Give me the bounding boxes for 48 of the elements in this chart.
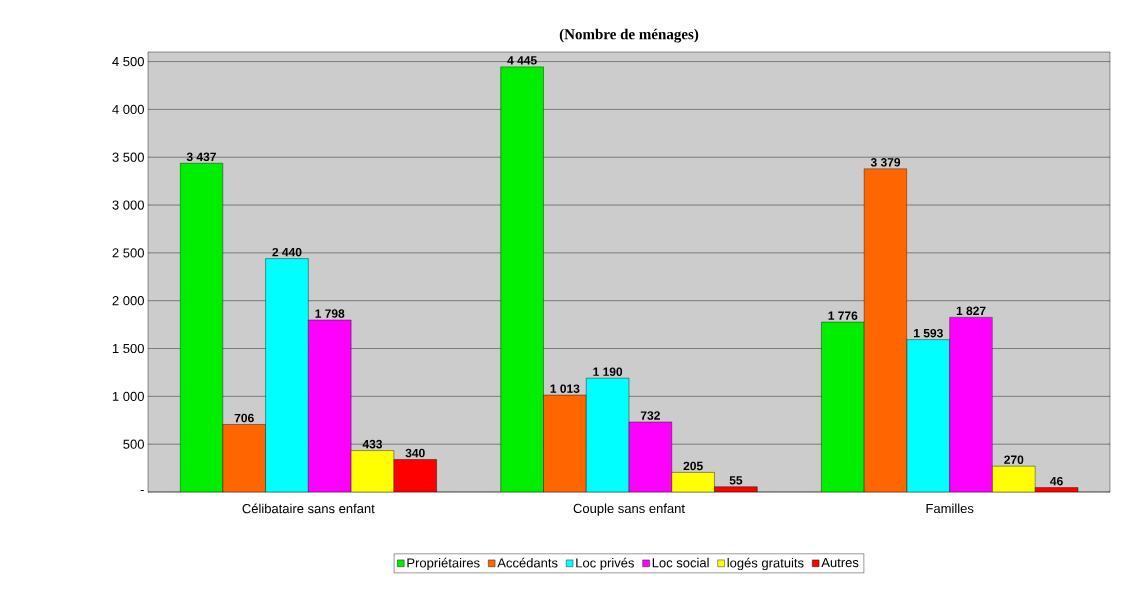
legend-label: Loc privés bbox=[576, 557, 634, 571]
legend-label: Loc social bbox=[652, 557, 709, 568]
y-tick-label: 1 000 bbox=[112, 391, 144, 401]
data-label: 3 437 bbox=[186, 152, 216, 162]
legend-label: logés gratuits bbox=[727, 557, 804, 571]
x-tick-label: Célibataire sans enfant bbox=[242, 503, 375, 514]
chart-title: (Nombre de ménages) bbox=[559, 28, 699, 43]
y-tick-label: 2 000 bbox=[112, 296, 144, 306]
y-tick-label: 2 500 bbox=[112, 248, 144, 258]
bar bbox=[863, 168, 908, 492]
legend-label: Accédants bbox=[497, 557, 558, 568]
y-tick-label: 1 500 bbox=[112, 343, 144, 354]
y-tick-label: 3 000 bbox=[112, 200, 144, 210]
bar bbox=[821, 321, 865, 492]
data-label: 270 bbox=[1004, 455, 1024, 464]
data-label: 4 445 bbox=[507, 56, 537, 65]
bar bbox=[949, 317, 993, 492]
data-label: 433 bbox=[362, 439, 383, 449]
data-label: 1 827 bbox=[956, 306, 986, 316]
data-label: 732 bbox=[640, 411, 660, 420]
data-label: 706 bbox=[234, 413, 254, 423]
data-label: 1 593 bbox=[914, 328, 943, 338]
data-label: 55 bbox=[729, 476, 743, 485]
x-tick-label: Couple sans enfant bbox=[573, 503, 685, 516]
x-tick-label: Familles bbox=[926, 503, 974, 514]
y-tick-label: 4 500 bbox=[112, 56, 144, 67]
bar bbox=[500, 66, 544, 492]
bar bbox=[222, 424, 266, 492]
y-tick-label: 4 000 bbox=[112, 104, 144, 114]
y-tick-label: - bbox=[140, 490, 144, 492]
legend-label: Propriétaires bbox=[407, 557, 480, 571]
bar bbox=[393, 459, 437, 492]
data-label: 3 379 bbox=[870, 158, 901, 167]
bar bbox=[179, 163, 224, 492]
data-label: 340 bbox=[405, 448, 425, 458]
data-label: 1 776 bbox=[828, 311, 858, 320]
data-label: 205 bbox=[683, 461, 703, 471]
data-label: 1 190 bbox=[593, 367, 623, 376]
data-label: 1 013 bbox=[550, 384, 580, 393]
y-tick-label: 3 500 bbox=[112, 152, 144, 162]
legend-label: Autres bbox=[821, 558, 859, 568]
y-tick-label: 500 bbox=[123, 439, 144, 449]
data-label: 46 bbox=[1050, 476, 1063, 486]
data-label: 2 440 bbox=[272, 247, 302, 257]
bar bbox=[628, 421, 672, 492]
data-label: 1 798 bbox=[315, 309, 345, 318]
bar bbox=[308, 319, 352, 492]
bar bbox=[543, 394, 587, 492]
